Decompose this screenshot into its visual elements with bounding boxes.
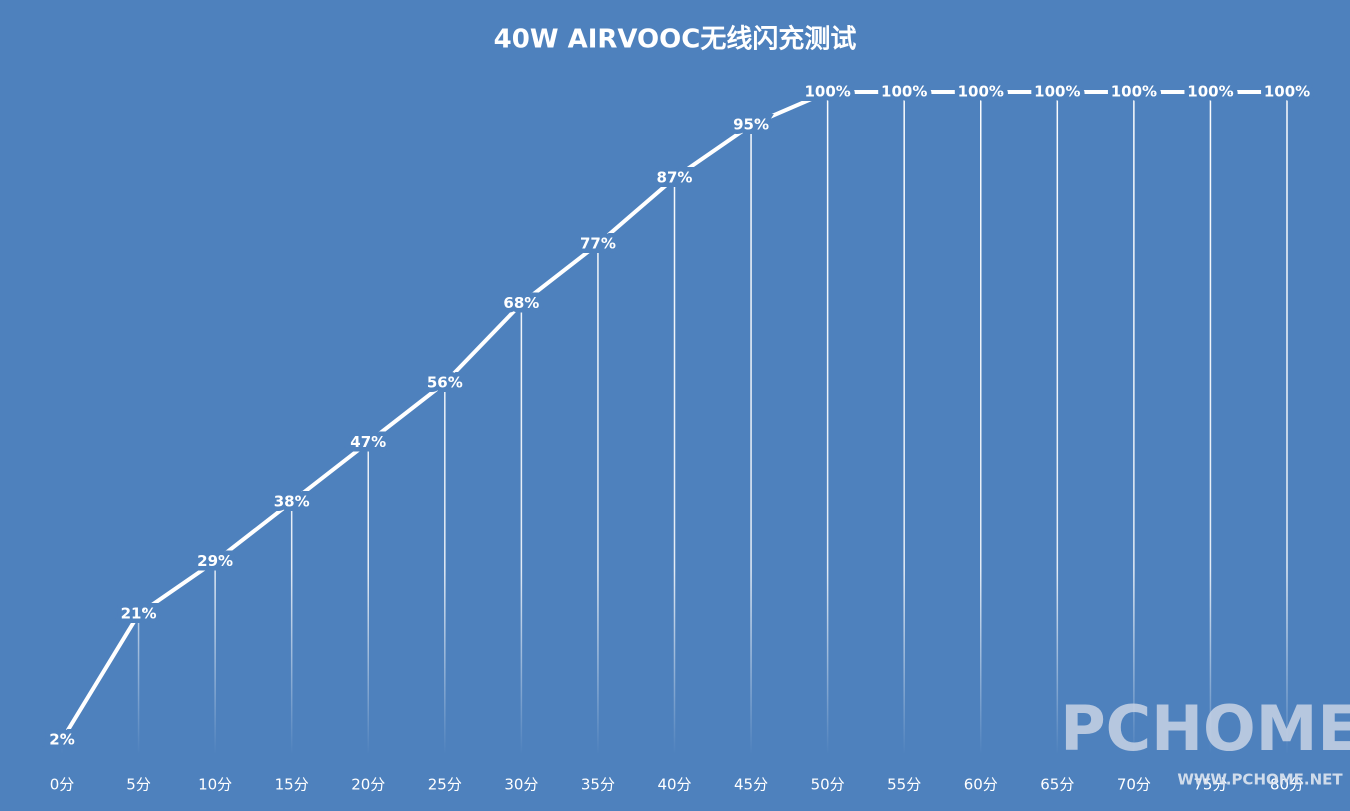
data-label: 100% <box>1264 83 1310 101</box>
x-tick-label: 60分 <box>964 776 998 794</box>
x-tick-label: 40分 <box>657 776 691 794</box>
data-label: 77% <box>580 235 616 253</box>
x-tick-label: 80分 <box>1270 776 1304 794</box>
data-label: 100% <box>958 83 1004 101</box>
data-label: 21% <box>121 605 157 623</box>
data-label: 100% <box>1034 83 1080 101</box>
chart-title: 40W AIRVOOC无线闪充测试 <box>494 24 857 55</box>
data-label: 100% <box>1111 83 1157 101</box>
watermark-url: WWW.PCHOME.NET <box>1177 771 1343 789</box>
data-label: 2% <box>49 730 74 748</box>
watermark-logo: PCHOME <box>1060 692 1350 765</box>
data-label: 95% <box>733 116 769 134</box>
data-label: 29% <box>197 552 233 570</box>
x-tick-label: 5分 <box>126 776 151 794</box>
x-tick-label: 0分 <box>50 776 75 794</box>
x-tick-label: 35分 <box>581 776 615 794</box>
x-tick-label: 75分 <box>1193 776 1227 794</box>
x-tick-label: 20分 <box>351 776 385 794</box>
data-label: 100% <box>804 83 850 101</box>
x-tick-label: 55分 <box>887 776 921 794</box>
data-label: 47% <box>350 433 386 451</box>
data-label: 87% <box>657 168 693 186</box>
x-tick-label: 30分 <box>504 776 538 794</box>
data-label: 68% <box>503 294 539 312</box>
series-line <box>60 90 1287 741</box>
data-label: 100% <box>881 83 927 101</box>
x-tick-label: 70分 <box>1117 776 1151 794</box>
x-tick-label: 65分 <box>1040 776 1074 794</box>
x-tick-label: 50分 <box>811 776 845 794</box>
data-label: 100% <box>1187 83 1233 101</box>
x-tick-label: 45分 <box>734 776 768 794</box>
x-tick-label: 25分 <box>428 776 462 794</box>
x-tick-label: 10分 <box>198 776 232 794</box>
data-label: 56% <box>427 373 463 391</box>
data-label: 38% <box>274 492 310 510</box>
x-tick-label: 15分 <box>275 776 309 794</box>
